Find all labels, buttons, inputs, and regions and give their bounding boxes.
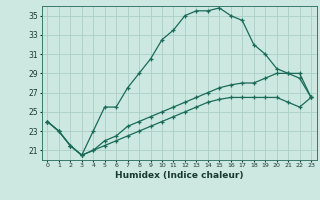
X-axis label: Humidex (Indice chaleur): Humidex (Indice chaleur): [115, 171, 244, 180]
